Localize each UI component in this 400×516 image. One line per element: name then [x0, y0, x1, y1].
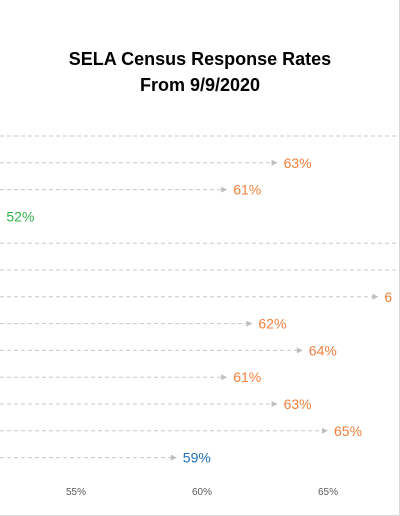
- row-value-label: 6: [384, 289, 392, 305]
- row-arrow-marker: [271, 401, 278, 407]
- row-value-label: 63%: [284, 396, 312, 412]
- row-value-label: 65%: [334, 423, 362, 439]
- row-arrow-marker: [170, 454, 177, 461]
- row-arrow-marker: [296, 347, 303, 354]
- chart-title-line2: From 9/9/2020: [139, 75, 261, 95]
- chart-title-line1: SELA Census Response Rates: [68, 49, 332, 69]
- x-tick-label: 65%: [318, 487, 338, 498]
- row-value-label: 52%: [6, 208, 34, 224]
- row-arrow-marker: [221, 374, 228, 381]
- x-tick-label: 55%: [66, 487, 86, 498]
- row-arrow-marker: [246, 320, 253, 327]
- x-tick-label: 60%: [192, 487, 212, 498]
- row-value-label: 61%: [233, 369, 261, 385]
- row-value-label: 59%: [183, 450, 211, 466]
- row-value-label: 64%: [309, 342, 337, 358]
- row-value-label: 63%: [284, 155, 312, 171]
- row-arrow-marker: [322, 427, 328, 434]
- row-value-label: 62%: [258, 316, 286, 332]
- row-arrow-marker: [372, 293, 379, 300]
- row-arrow-marker: [221, 186, 228, 193]
- chart-title: SELA Census Response Rates From 9/9/2020: [0, 46, 400, 98]
- row-arrow-marker: [271, 159, 278, 166]
- row-value-label: 61%: [233, 182, 261, 198]
